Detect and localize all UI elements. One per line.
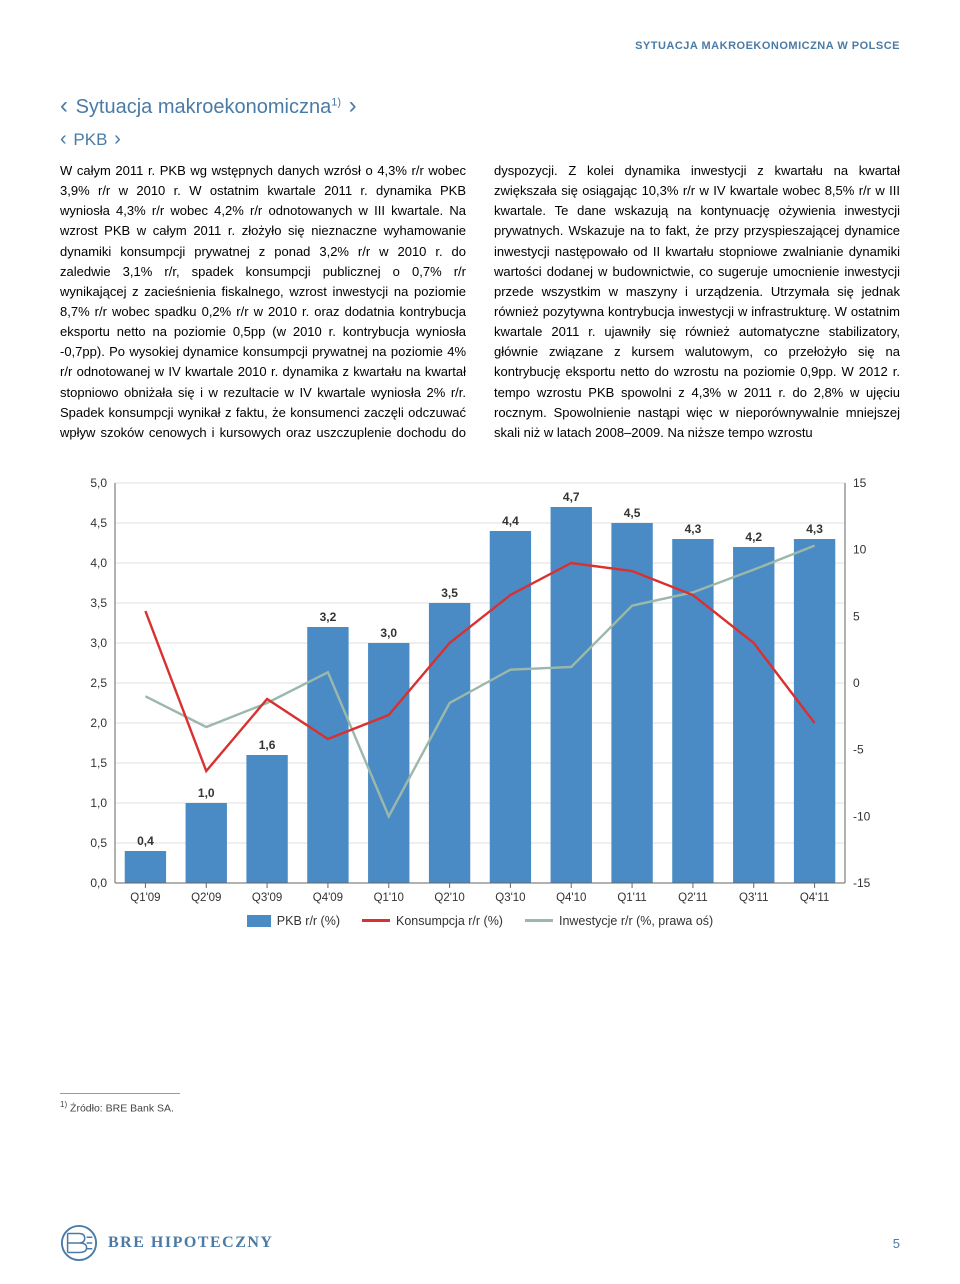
footer-left: BRE HIPOTECZNY xyxy=(60,1224,273,1262)
svg-text:-15: -15 xyxy=(853,876,871,890)
legend-red: Konsumpcja r/r (%) xyxy=(362,914,503,928)
svg-text:10: 10 xyxy=(853,543,867,557)
svg-text:3,2: 3,2 xyxy=(320,610,337,624)
svg-text:3,0: 3,0 xyxy=(380,626,397,640)
svg-text:1,0: 1,0 xyxy=(90,796,107,810)
header-label: SYTUACJA MAKROEKONOMICZNA W POLSCE xyxy=(60,40,900,52)
svg-text:5: 5 xyxy=(853,609,860,623)
swatch-red xyxy=(362,919,390,922)
svg-text:3,0: 3,0 xyxy=(90,636,107,650)
svg-text:Q2'11: Q2'11 xyxy=(678,892,707,904)
swatch-green xyxy=(525,919,553,922)
swatch-bar xyxy=(247,915,271,927)
footnote-rule xyxy=(60,1093,180,1094)
svg-text:0,5: 0,5 xyxy=(90,836,107,850)
svg-text:Q2'09: Q2'09 xyxy=(191,892,221,904)
page-footer: BRE HIPOTECZNY 5 xyxy=(60,1224,900,1262)
footnote-marker: 1) xyxy=(60,1100,67,1109)
svg-text:3,5: 3,5 xyxy=(441,586,458,600)
svg-text:0: 0 xyxy=(853,676,860,690)
svg-text:-10: -10 xyxy=(853,809,871,823)
svg-text:4,7: 4,7 xyxy=(563,490,580,504)
footnote-text: Źródło: BRE Bank SA. xyxy=(70,1102,174,1114)
legend-green: Inwestycje r/r (%, prawa oś) xyxy=(525,914,713,928)
footer-page-number: 5 xyxy=(893,1236,900,1251)
svg-text:Q3'09: Q3'09 xyxy=(252,892,282,904)
svg-text:4,3: 4,3 xyxy=(806,522,823,536)
legend-green-label: Inwestycje r/r (%, prawa oś) xyxy=(559,914,713,928)
svg-text:Q1'11: Q1'11 xyxy=(617,892,646,904)
svg-text:4,5: 4,5 xyxy=(90,516,107,530)
svg-text:Q1'10: Q1'10 xyxy=(374,892,404,904)
svg-text:1,0: 1,0 xyxy=(198,786,215,800)
svg-text:0,4: 0,4 xyxy=(137,834,154,848)
title-text: Sytuacja makroekonomiczna xyxy=(76,96,332,118)
svg-text:4,5: 4,5 xyxy=(624,506,641,520)
svg-text:2,5: 2,5 xyxy=(90,676,107,690)
legend-bar: PKB r/r (%) xyxy=(247,914,340,928)
svg-text:Q3'11: Q3'11 xyxy=(739,892,768,904)
svg-text:Q4'09: Q4'09 xyxy=(313,892,343,904)
pkb-chart: 0,0 0,5 1,0 1,5 2,0 2,5 3,0 3,5 4,0 4,5 5,0 -15 -10 -… xyxy=(65,473,895,953)
svg-text:-5: -5 xyxy=(853,743,864,757)
footer-brand: BRE HIPOTECZNY xyxy=(108,1234,273,1252)
svg-text:Q4'10: Q4'10 xyxy=(556,892,586,904)
section-subtitle: PKB xyxy=(60,128,900,151)
svg-text:4,0: 4,0 xyxy=(90,556,107,570)
svg-text:Q4'11: Q4'11 xyxy=(800,892,829,904)
footnote: 1) Źródło: BRE Bank SA. xyxy=(60,1100,900,1115)
title-sup: 1) xyxy=(331,96,341,108)
svg-text:4,2: 4,2 xyxy=(745,530,762,544)
svg-text:4,3: 4,3 xyxy=(685,522,702,536)
bre-logo-icon xyxy=(60,1224,98,1262)
chart-svg: 0,0 0,5 1,0 1,5 2,0 2,5 3,0 3,5 4,0 4,5 5,0 -15 -10 -… xyxy=(65,473,895,953)
svg-text:1,5: 1,5 xyxy=(90,756,107,770)
svg-text:0,0: 0,0 xyxy=(90,876,107,890)
svg-text:5,0: 5,0 xyxy=(90,476,107,490)
body-columns: W całym 2011 r. PKB wg wstępnych danych … xyxy=(60,161,900,443)
legend-red-label: Konsumpcja r/r (%) xyxy=(396,914,503,928)
svg-text:1,6: 1,6 xyxy=(259,738,276,752)
section-title: Sytuacja makroekonomiczna1) xyxy=(60,92,900,120)
svg-text:4,4: 4,4 xyxy=(502,514,519,528)
subtitle-text: PKB xyxy=(73,130,107,149)
svg-text:2,0: 2,0 xyxy=(90,716,107,730)
svg-text:Q3'10: Q3'10 xyxy=(495,892,525,904)
body-text: W całym 2011 r. PKB wg wstępnych danych … xyxy=(60,163,900,440)
svg-text:15: 15 xyxy=(853,476,867,490)
legend-bar-label: PKB r/r (%) xyxy=(277,914,340,928)
svg-text:3,5: 3,5 xyxy=(90,596,107,610)
svg-text:Q2'10: Q2'10 xyxy=(434,892,464,904)
svg-text:Q1'09: Q1'09 xyxy=(130,892,160,904)
page: SYTUACJA MAKROEKONOMICZNA W POLSCE Sytua… xyxy=(0,0,960,1284)
